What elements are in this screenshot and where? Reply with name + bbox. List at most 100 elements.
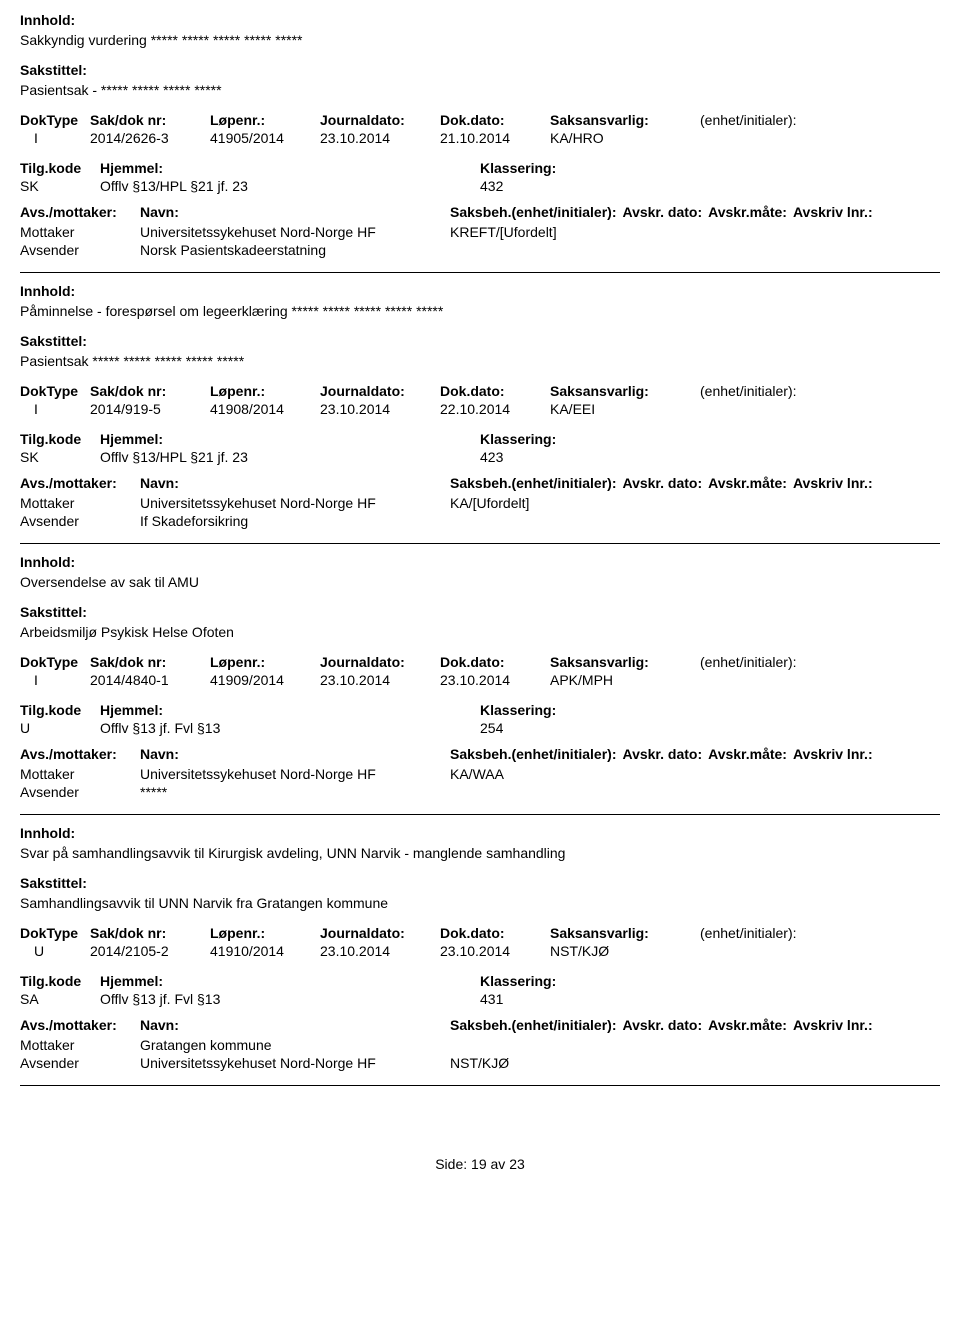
hjemmel-hdr: Hjemmel: — [100, 160, 480, 176]
saksbeh-hdr-group: Saksbeh.(enhet/initialer): Avskr. dato: … — [450, 1017, 940, 1033]
innhold-label: Innhold: — [20, 283, 940, 299]
tilg-values-row: SK Offlv §13/HPL §21 jf. 23 423 — [20, 449, 940, 465]
doc-header-row: DokType Sak/dok nr: Løpenr.: Journaldato… — [20, 654, 940, 670]
enhet-hdr: (enhet/initialer): — [700, 654, 860, 670]
ddato-val: 21.10.2014 — [440, 130, 550, 146]
jdato-val: 23.10.2014 — [320, 943, 440, 959]
doktype-hdr: DokType — [20, 383, 90, 399]
doktype-val: U — [20, 943, 90, 959]
hjemmel-val: Offlv §13 jf. Fvl §13 — [100, 991, 480, 1007]
party-role: Mottaker — [20, 224, 140, 240]
lopenr-hdr: Løpenr.: — [210, 925, 320, 941]
tilg-labels-row: Tilg.kode Hjemmel: Klassering: — [20, 431, 940, 447]
lopenr-val: 41910/2014 — [210, 943, 320, 959]
navn-hdr: Navn: — [140, 204, 450, 220]
sakstittel-label: Sakstittel: — [20, 875, 940, 891]
tilgkode-hdr: Tilg.kode — [20, 160, 100, 176]
ddato-val: 23.10.2014 — [440, 672, 550, 688]
jdato-val: 23.10.2014 — [320, 672, 440, 688]
tilgkode-hdr: Tilg.kode — [20, 431, 100, 447]
saksansv-val: KA/HRO — [550, 130, 700, 146]
party-saksbeh — [450, 1037, 940, 1053]
sakdok-hdr: Sak/dok nr: — [90, 112, 210, 128]
record: Innhold:Oversendelse av sak til AMUSakst… — [20, 554, 940, 800]
jdato-hdr: Journaldato: — [320, 383, 440, 399]
lopenr-hdr: Løpenr.: — [210, 654, 320, 670]
sakstittel-text: Pasientsak - ***** ***** ***** ***** — [20, 82, 940, 98]
ddato-hdr: Dok.dato: — [440, 654, 550, 670]
saksbeh-hdr-group: Saksbeh.(enhet/initialer): Avskr. dato: … — [450, 746, 940, 762]
sakstittel-text: Arbeidsmiljø Psykisk Helse Ofoten — [20, 624, 940, 640]
tilg-values-row: U Offlv §13 jf. Fvl §13 254 — [20, 720, 940, 736]
sakstittel-text: Samhandlingsavvik til UNN Narvik fra Gra… — [20, 895, 940, 911]
doc-value-row: U 2014/2105-2 41910/2014 23.10.2014 23.1… — [20, 943, 940, 959]
party-role: Avsender — [20, 242, 140, 258]
party-name: ***** — [140, 784, 450, 800]
sakdok-val: 2014/919-5 — [90, 401, 210, 417]
avsmottaker-header: Avs./mottaker: Navn: Saksbeh.(enhet/init… — [20, 204, 940, 220]
tilgkode-hdr: Tilg.kode — [20, 973, 100, 989]
saksansv-hdr: Saksansvarlig: — [550, 112, 700, 128]
party-role: Mottaker — [20, 495, 140, 511]
record-divider — [20, 1085, 940, 1086]
hjemmel-hdr: Hjemmel: — [100, 431, 480, 447]
party-saksbeh: KA/[Ufordelt] — [450, 495, 940, 511]
tilgkode-val: SK — [20, 449, 100, 465]
record: Innhold:Påminnelse - forespørsel om lege… — [20, 283, 940, 529]
navn-hdr: Navn: — [140, 1017, 450, 1033]
hjemmel-hdr: Hjemmel: — [100, 702, 480, 718]
page-footer: Side: 19 av 23 — [20, 1156, 940, 1172]
ddato-val: 23.10.2014 — [440, 943, 550, 959]
lopenr-val: 41905/2014 — [210, 130, 320, 146]
klassering-hdr: Klassering: — [480, 160, 680, 176]
side-label: Side: — [435, 1156, 467, 1172]
party-role: Avsender — [20, 1055, 140, 1071]
party-row: Avsender Universitetssykehuset Nord-Norg… — [20, 1055, 940, 1071]
hjemmel-val: Offlv §13 jf. Fvl §13 — [100, 720, 480, 736]
jdato-val: 23.10.2014 — [320, 401, 440, 417]
innhold-label: Innhold: — [20, 825, 940, 841]
klassering-val: 431 — [480, 991, 680, 1007]
ddato-val: 22.10.2014 — [440, 401, 550, 417]
party-row: Avsender Norsk Pasientskadeerstatning — [20, 242, 940, 258]
tilgkode-val: SK — [20, 178, 100, 194]
avskrivlnr-hdr: Avskriv lnr.: — [793, 746, 873, 762]
saksansv-val: KA/EEI — [550, 401, 700, 417]
saksbeh-hdr: Saksbeh.(enhet/initialer): — [450, 204, 616, 220]
lopenr-hdr: Løpenr.: — [210, 112, 320, 128]
klassering-hdr: Klassering: — [480, 973, 680, 989]
saksansv-hdr: Saksansvarlig: — [550, 383, 700, 399]
sakdok-hdr: Sak/dok nr: — [90, 654, 210, 670]
lopenr-val: 41908/2014 — [210, 401, 320, 417]
avsmottaker-hdr: Avs./mottaker: — [20, 746, 140, 762]
sakdok-hdr: Sak/dok nr: — [90, 383, 210, 399]
party-row: Avsender ***** — [20, 784, 940, 800]
doc-value-row: I 2014/4840-1 41909/2014 23.10.2014 23.1… — [20, 672, 940, 688]
innhold-text: Oversendelse av sak til AMU — [20, 574, 940, 590]
avsmottaker-header: Avs./mottaker: Navn: Saksbeh.(enhet/init… — [20, 475, 940, 491]
sakdok-val: 2014/2626-3 — [90, 130, 210, 146]
party-saksbeh — [450, 784, 940, 800]
saksansv-hdr: Saksansvarlig: — [550, 654, 700, 670]
avsmottaker-hdr: Avs./mottaker: — [20, 475, 140, 491]
klassering-val: 432 — [480, 178, 680, 194]
party-saksbeh: KA/WAA — [450, 766, 940, 782]
party-name: Norsk Pasientskadeerstatning — [140, 242, 450, 258]
party-row: Mottaker Gratangen kommune — [20, 1037, 940, 1053]
innhold-text: Svar på samhandlingsavvik til Kirurgisk … — [20, 845, 940, 861]
party-role: Mottaker — [20, 1037, 140, 1053]
hjemmel-hdr: Hjemmel: — [100, 973, 480, 989]
saksbeh-hdr: Saksbeh.(enhet/initialer): — [450, 1017, 616, 1033]
sakdok-val: 2014/4840-1 — [90, 672, 210, 688]
tilgkode-val: SA — [20, 991, 100, 1007]
enhet-hdr: (enhet/initialer): — [700, 925, 860, 941]
saksbeh-hdr-group: Saksbeh.(enhet/initialer): Avskr. dato: … — [450, 475, 940, 491]
ddato-hdr: Dok.dato: — [440, 925, 550, 941]
record: Innhold: Svar på samhandlingsavvik til Ki… — [20, 825, 940, 1071]
doc-value-row: I 2014/2626-3 41905/2014 23.10.2014 21.1… — [20, 130, 940, 146]
klassering-val: 423 — [480, 449, 680, 465]
saksansv-hdr: Saksansvarlig: — [550, 925, 700, 941]
party-row: Mottaker Universitetssykehuset Nord-Norg… — [20, 766, 940, 782]
doktype-hdr: DokType — [20, 112, 90, 128]
party-name: Universitetssykehuset Nord-Norge HF — [140, 495, 450, 511]
